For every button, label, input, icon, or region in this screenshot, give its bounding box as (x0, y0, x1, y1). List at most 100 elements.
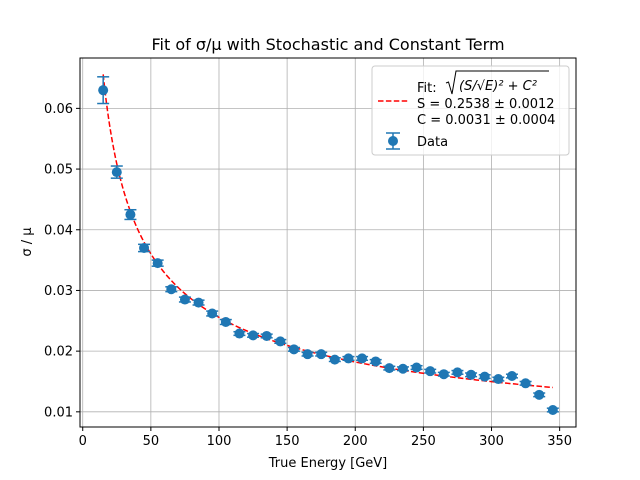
data-marker (302, 349, 313, 360)
data-point (465, 369, 478, 380)
data-point (233, 328, 246, 339)
data-marker (139, 242, 150, 253)
data-point (206, 308, 219, 319)
data-marker (261, 330, 272, 341)
data-marker (329, 354, 340, 365)
legend: Fit: (S/√E)² + C² S = 0.2538 ± 0.0012 C … (371, 65, 570, 156)
legend-box (371, 65, 570, 156)
x-tick-label: 300 (479, 434, 504, 449)
y-tick-label: 0.06 (44, 102, 73, 117)
data-point (151, 258, 164, 269)
legend-data-swatch (386, 132, 400, 150)
data-point (519, 378, 532, 389)
data-marker (193, 297, 204, 308)
data-marker (343, 353, 354, 364)
data-marker (520, 378, 531, 389)
data-marker (411, 362, 422, 373)
data-point (260, 330, 273, 341)
legend-fit-label-line3: C = 0.0031 ± 0.0004 (417, 113, 555, 128)
data-marker (234, 328, 245, 339)
data-marker (384, 363, 395, 374)
y-axis: 0.01 0.02 0.03 0.04 0.05 0.06 (44, 102, 80, 420)
data-point (478, 371, 491, 382)
legend-fit-prefix: Fit: (417, 81, 437, 96)
y-tick-label: 0.05 (44, 163, 73, 178)
y-tick-label: 0.04 (44, 223, 73, 238)
data-point (437, 369, 450, 380)
data-marker (288, 344, 299, 355)
data-point (546, 405, 559, 416)
data-marker (534, 389, 545, 400)
data-point (451, 367, 464, 378)
data-point (505, 371, 518, 382)
data-marker (166, 284, 177, 295)
data-point (410, 362, 423, 373)
legend-fit-label-line1: Fit: (417, 81, 437, 96)
y-tick-label: 0.01 (44, 405, 73, 420)
data-point (192, 297, 205, 308)
data-marker (452, 367, 463, 378)
legend-fit-label-line2: S = 0.2538 ± 0.0012 (417, 97, 555, 112)
y-axis-title: σ / μ (20, 227, 35, 256)
data-point (328, 354, 341, 365)
data-point (533, 389, 546, 400)
data-point (178, 294, 191, 305)
x-tick-label: 200 (343, 434, 368, 449)
data-marker (506, 371, 517, 382)
data-marker (438, 369, 449, 380)
data-point (492, 374, 505, 385)
data-marker (207, 308, 218, 319)
sqrt-icon (445, 70, 549, 95)
data-marker (125, 209, 136, 220)
x-tick-label: 350 (547, 434, 572, 449)
data-point (301, 349, 314, 360)
x-tick-label: 50 (143, 434, 160, 449)
data-point (369, 356, 382, 367)
data-point (138, 242, 151, 253)
data-layer (97, 76, 559, 416)
data-point (424, 366, 437, 377)
data-point (247, 330, 260, 341)
data-point (165, 284, 178, 295)
data-point (97, 76, 110, 105)
fit-layer (102, 74, 553, 389)
fit-line (102, 74, 553, 389)
data-marker (220, 317, 231, 328)
data-point (219, 317, 232, 328)
data-marker (479, 371, 490, 382)
data-point (396, 363, 409, 374)
plot-frame (79, 57, 577, 428)
x-tick-label: 150 (275, 434, 300, 449)
x-tick-label: 100 (207, 434, 232, 449)
data-marker (248, 330, 259, 341)
data-point (383, 363, 396, 374)
data-point (287, 344, 300, 355)
x-axis-title: True Energy [GeV] (268, 456, 388, 471)
data-point (110, 165, 123, 179)
data-marker (275, 336, 286, 347)
data-marker (357, 353, 368, 364)
data-marker (397, 363, 408, 374)
x-tick-label: 250 (411, 434, 436, 449)
data-marker (370, 356, 381, 367)
data-point (356, 353, 369, 364)
data-point (315, 349, 328, 360)
data-marker (547, 405, 558, 416)
y-tick-label: 0.03 (44, 284, 73, 299)
data-point (274, 336, 287, 347)
legend-fit-formula: (S/√E)² + C² (459, 79, 537, 94)
legend-data-label: Data (417, 135, 448, 150)
data-point (342, 353, 355, 364)
data-marker (316, 349, 327, 360)
data-marker (493, 374, 504, 385)
data-marker (466, 369, 477, 380)
x-tick-label: 0 (79, 434, 87, 449)
data-marker (111, 167, 122, 178)
x-axis: 0 50 100 150 200 250 300 350 (79, 427, 572, 449)
data-marker (98, 85, 109, 96)
data-point (124, 208, 137, 221)
data-marker (425, 366, 436, 377)
y-tick-label: 0.02 (44, 345, 73, 360)
data-marker (179, 294, 190, 305)
